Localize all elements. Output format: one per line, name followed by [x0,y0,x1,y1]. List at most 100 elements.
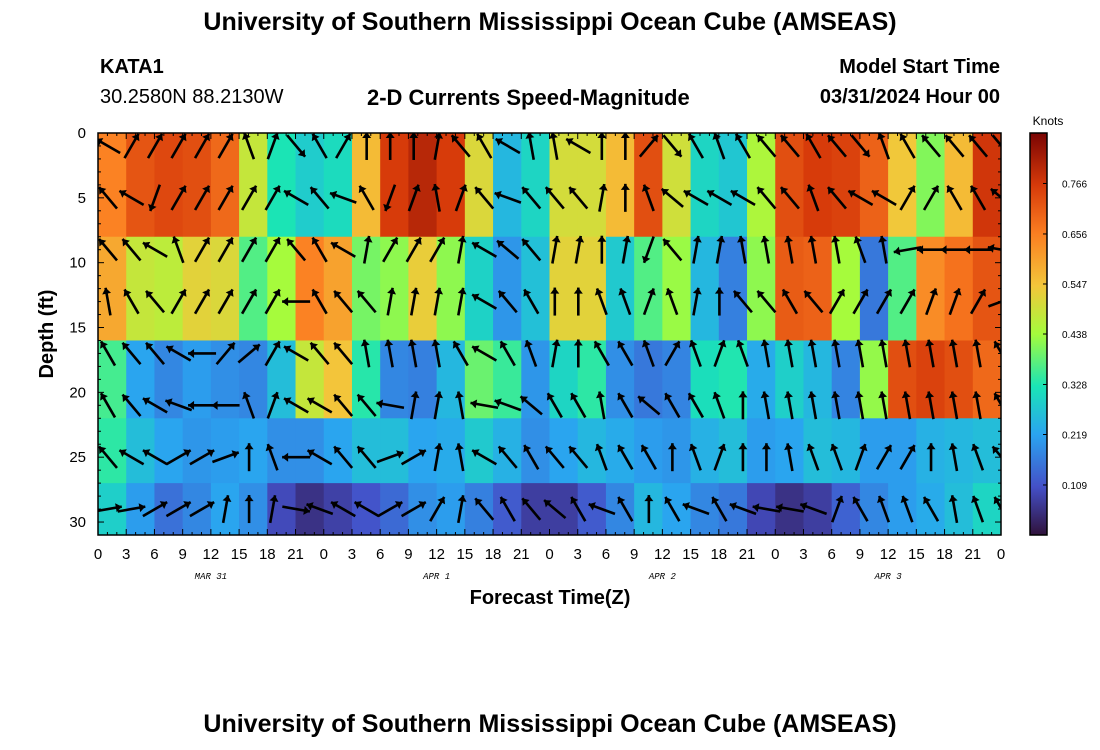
current-vector [688,443,702,471]
current-vector [240,288,258,315]
heatmap-cell [916,236,946,342]
current-vector [594,443,608,471]
current-vector [362,133,372,160]
current-vector [471,241,498,258]
current-vector [712,133,726,160]
footer-title: University of Southern Mississippi Ocean… [203,710,897,738]
current-vector [551,235,561,264]
x-tick-label: 0 [545,546,553,563]
heatmap-cell [267,236,297,342]
heatmap-cell [380,418,410,484]
current-vector [667,443,677,472]
heatmap-cell [154,236,184,342]
current-vector [240,236,258,263]
current-vector [875,288,893,315]
current-vector [286,238,307,262]
current-vector [917,245,946,255]
current-vector [353,500,380,518]
current-vector [494,190,522,204]
current-vector [409,391,420,420]
x-tick-label: 3 [574,546,582,563]
current-vector [98,138,121,155]
current-vector [779,134,800,158]
colorbar-tick-label: 0.547 [1062,280,1087,291]
current-vector [283,345,309,362]
current-vector [925,391,935,420]
current-vector [594,287,608,316]
current-vector [901,339,912,368]
current-vector [781,288,799,315]
current-vector [268,495,279,524]
current-vector [687,392,705,419]
heatmap-cell [859,418,889,484]
heatmap-cell [944,340,974,419]
heatmap-cell [662,418,692,484]
heatmap-cell [182,483,212,535]
current-vector [333,445,354,469]
current-vector [356,290,377,314]
current-vector [266,391,280,419]
current-vector [570,392,587,419]
current-vector [189,500,215,518]
current-vector [946,185,963,211]
current-vector [921,134,942,158]
current-vector [664,340,681,367]
current-vector [806,443,820,471]
current-vector [171,236,185,264]
current-vector [433,391,444,420]
current-vector [964,245,993,255]
current-vector [496,239,520,260]
current-vector [242,391,256,419]
current-vector [497,445,518,469]
x-tick-label: 6 [828,546,836,563]
colorbar-tick-label: 0.656 [1062,230,1087,241]
current-vector [807,391,818,420]
current-vector [193,185,211,211]
current-vector [617,340,634,367]
heatmap-cell [634,133,663,238]
current-vector [987,300,1001,308]
current-vector [452,340,469,367]
x-tick-label: 0 [997,546,1005,563]
current-vector [211,450,240,464]
heatmap-cell [126,236,156,342]
heatmap-cell [323,340,353,419]
current-vector [925,287,939,316]
current-vector [713,339,727,368]
current-vector [620,133,630,160]
heatmap-cell [831,418,861,484]
heatmap-cell [803,236,833,342]
current-vector [692,235,702,264]
current-vector [784,235,794,264]
x-tick-label: 15 [231,546,248,563]
current-vector [188,400,217,410]
x-tick-label: 18 [936,546,953,563]
current-vector [752,503,781,513]
heatmap-cell [690,133,720,238]
current-vector [784,443,794,472]
current-vector [990,187,1001,200]
heatmap-cell [464,236,494,342]
current-vector [570,496,587,522]
current-vector [760,339,771,368]
x-tick-label: 21 [964,546,981,563]
current-vector [385,133,395,160]
current-vector [878,235,888,264]
heatmap-cell [351,418,381,484]
current-vector [875,444,893,470]
heatmap-cell [803,418,833,484]
current-vector [784,391,794,420]
current-vector [457,287,467,316]
x-tick-label: 12 [203,546,220,563]
current-vector [803,290,824,314]
current-vector [521,238,542,262]
heatmap-cell [436,418,466,484]
current-vector [121,238,142,262]
model-start-label: Model Start Time [839,56,1000,78]
heatmap-cell [408,236,438,342]
current-vector [311,236,328,263]
heatmap-cell [888,483,917,535]
x-tick-label: 6 [150,546,158,563]
current-vector [948,443,959,472]
current-vector [142,397,168,414]
